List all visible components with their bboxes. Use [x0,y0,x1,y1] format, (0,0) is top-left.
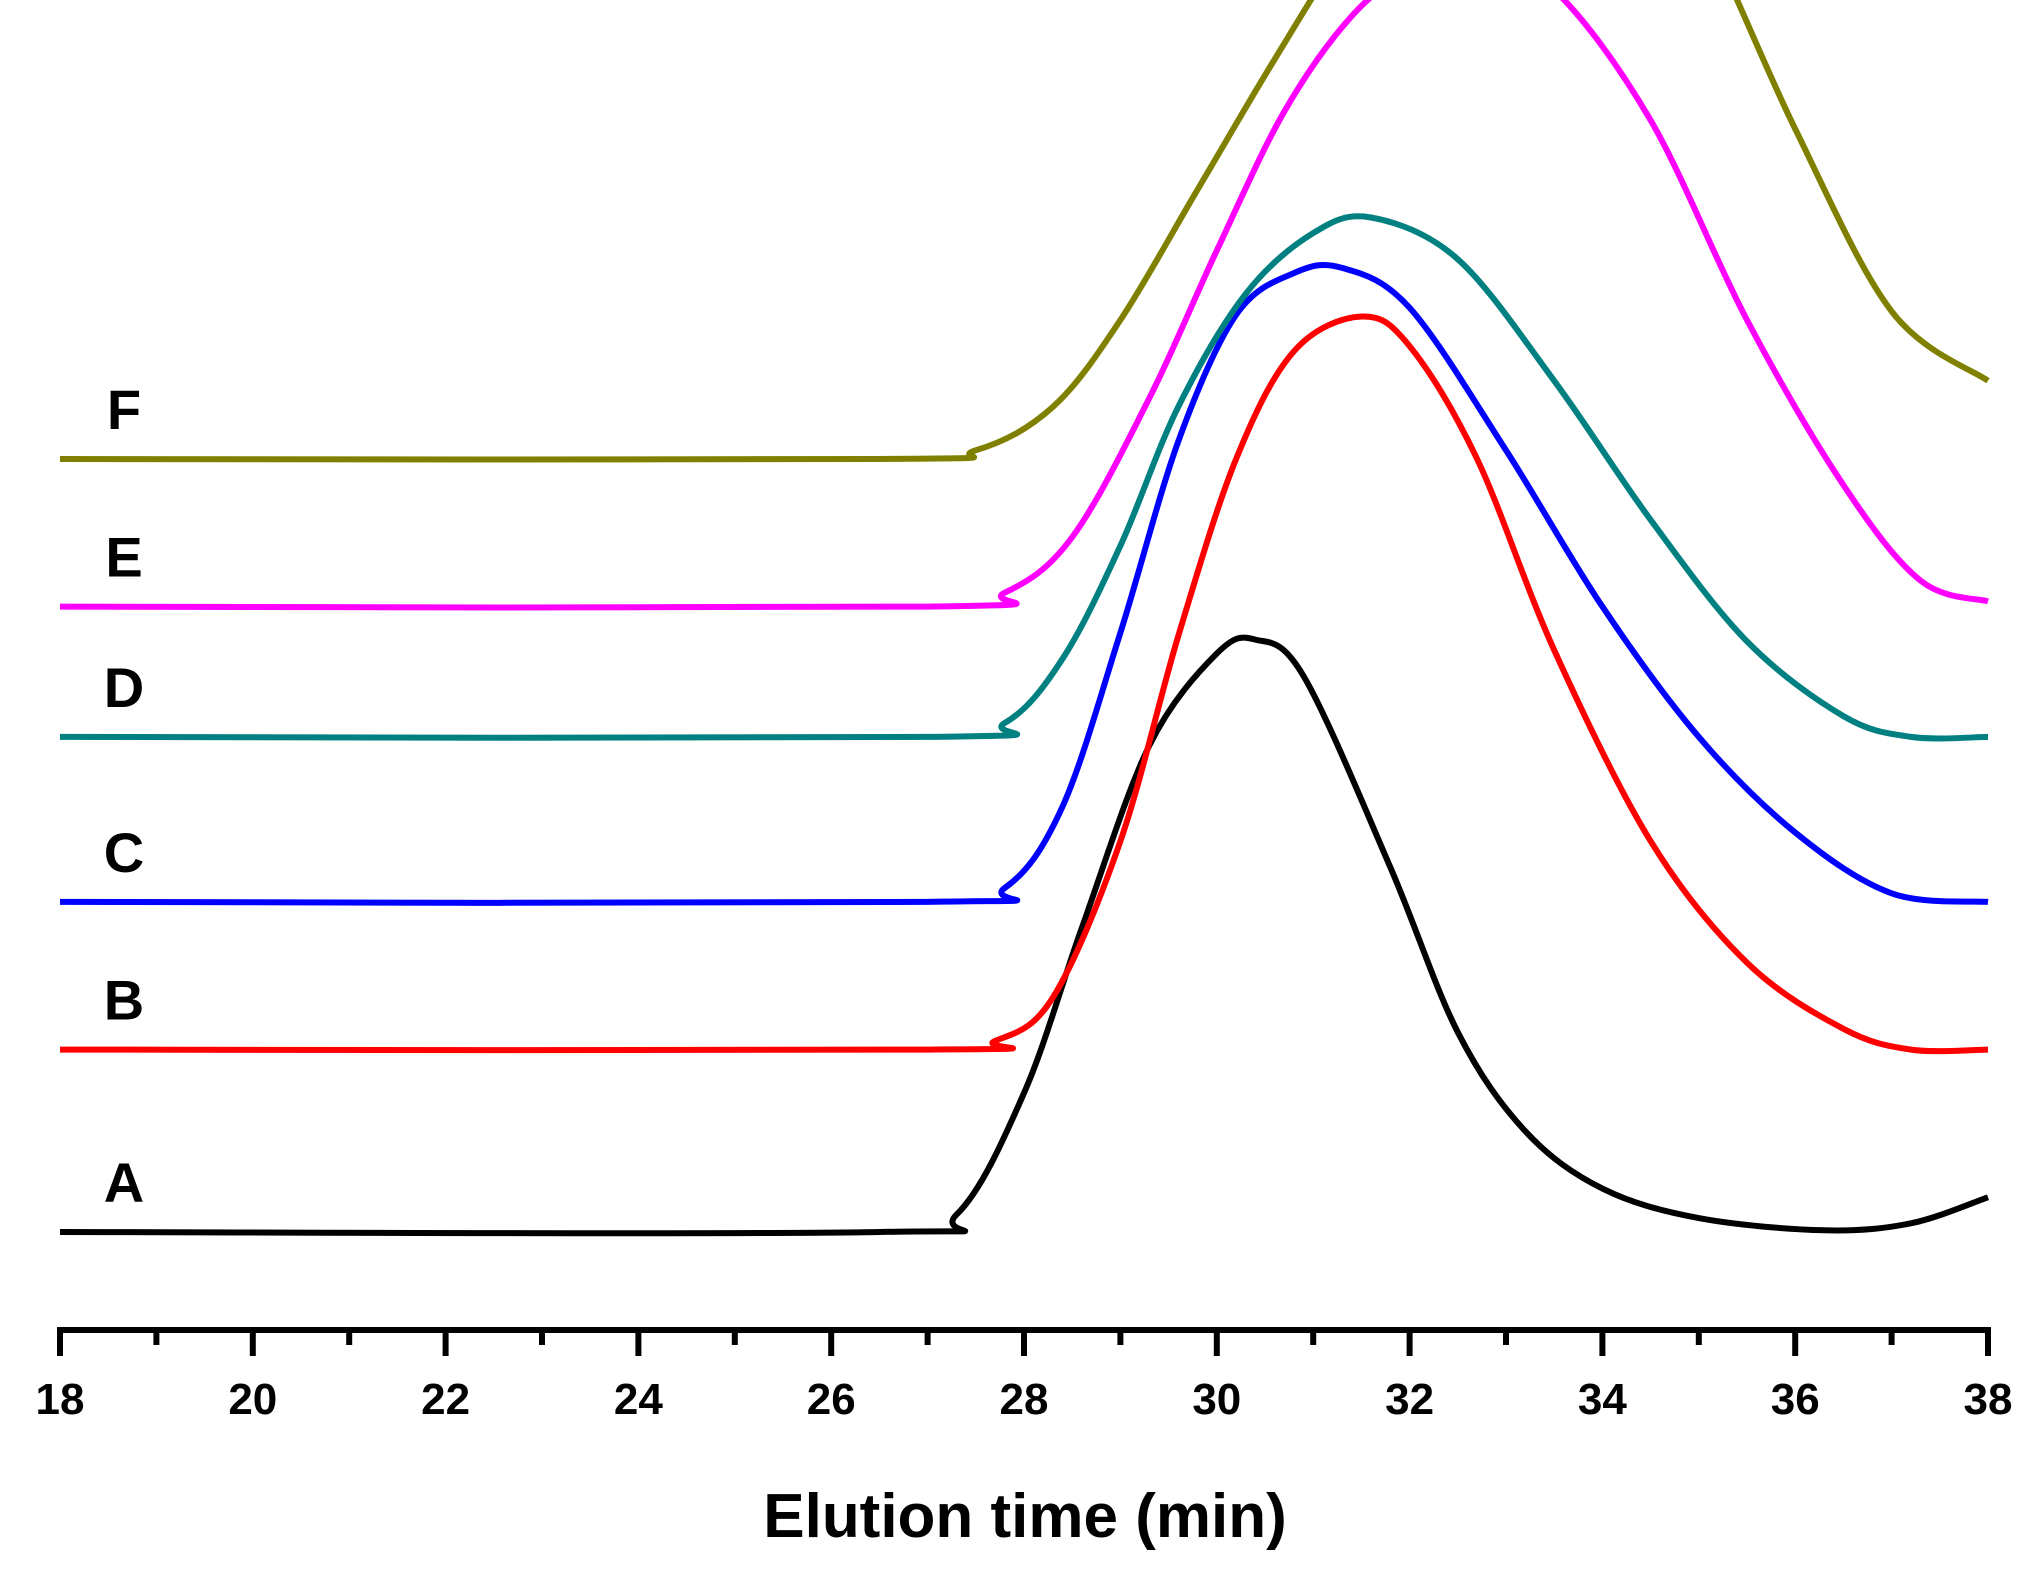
x-tick-label: 24 [614,1375,663,1424]
series-line-c [59,261,1989,906]
x-tick-label: 26 [807,1375,856,1424]
x-tick-label: 36 [1771,1375,1820,1424]
series-label-e: E [105,526,142,589]
series-label-a: A [104,1151,144,1214]
series-line-d [59,213,1989,742]
x-tick-label: 34 [1578,1375,1627,1424]
series-line-a [59,634,1989,1237]
x-tick-label: 30 [1192,1375,1241,1424]
x-tick-label: 18 [36,1375,85,1424]
x-axis-title: Elution time (min) [763,1482,1287,1551]
x-axis: 18 20 22 24 26 28 30 32 34 36 38 [36,1327,2013,1424]
x-tick-label: 28 [1000,1375,1049,1424]
series-label-d: D [104,656,144,719]
series-line-f [59,0,1990,463]
x-tick-label: 20 [228,1375,277,1424]
series-label-f: F [107,378,141,441]
series-label-c: C [104,821,144,884]
x-tick-label: 22 [421,1375,470,1424]
series-label-b: B [104,969,144,1032]
x-tick-label: 32 [1385,1375,1434,1424]
series-label-layer: A B C D E F [104,378,144,1214]
x-tick-label: 38 [1964,1375,2013,1424]
series-layer [59,0,1990,1237]
series-line-e [59,0,1989,611]
series-line-b [59,313,1989,1055]
